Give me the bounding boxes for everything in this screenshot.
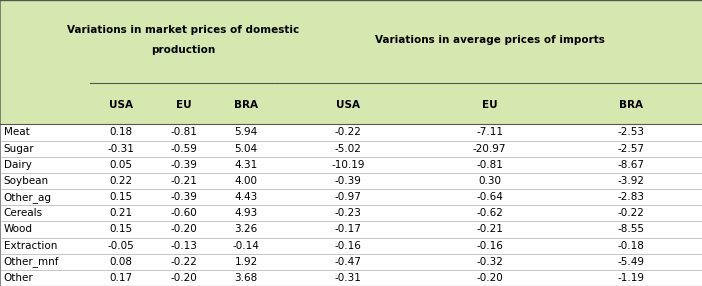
- Text: BRA: BRA: [619, 100, 643, 110]
- Text: production: production: [152, 45, 216, 55]
- Text: 4.93: 4.93: [234, 208, 258, 218]
- Text: 0.05: 0.05: [110, 160, 133, 170]
- Text: EU: EU: [482, 100, 498, 110]
- Text: Meat: Meat: [4, 128, 29, 138]
- Text: 0.17: 0.17: [110, 273, 133, 283]
- Text: -0.13: -0.13: [170, 241, 197, 251]
- Text: 1.92: 1.92: [234, 257, 258, 267]
- Text: 0.18: 0.18: [110, 128, 133, 138]
- Bar: [0, 270, 702, 286]
- Text: 4.00: 4.00: [234, 176, 258, 186]
- Bar: [0, 254, 702, 270]
- Text: -0.22: -0.22: [170, 257, 197, 267]
- Text: -8.67: -8.67: [618, 160, 644, 170]
- Text: 5.04: 5.04: [234, 144, 258, 154]
- Text: USA: USA: [109, 100, 133, 110]
- Text: 4.31: 4.31: [234, 160, 258, 170]
- Text: -0.32: -0.32: [476, 257, 503, 267]
- Text: Other: Other: [4, 273, 33, 283]
- Text: Dairy: Dairy: [4, 160, 32, 170]
- Text: -0.20: -0.20: [476, 273, 503, 283]
- Text: -0.39: -0.39: [170, 192, 197, 202]
- Bar: [0, 157, 702, 173]
- Text: -20.97: -20.97: [473, 144, 506, 154]
- Text: -0.21: -0.21: [476, 225, 503, 235]
- Text: -0.21: -0.21: [170, 176, 197, 186]
- Text: 0.15: 0.15: [110, 225, 133, 235]
- Text: -0.20: -0.20: [170, 273, 197, 283]
- Text: -0.81: -0.81: [170, 128, 197, 138]
- Bar: [0, 205, 702, 221]
- Text: -0.16: -0.16: [335, 241, 362, 251]
- Text: -0.39: -0.39: [170, 160, 197, 170]
- Text: -0.60: -0.60: [170, 208, 197, 218]
- Text: Wood: Wood: [4, 225, 32, 235]
- Text: -0.81: -0.81: [476, 160, 503, 170]
- Text: 3.26: 3.26: [234, 225, 258, 235]
- Text: USA: USA: [336, 100, 360, 110]
- Text: -8.55: -8.55: [618, 225, 644, 235]
- Bar: [0, 124, 702, 141]
- Text: -0.97: -0.97: [335, 192, 362, 202]
- Text: EU: EU: [176, 100, 192, 110]
- Text: -0.39: -0.39: [335, 176, 362, 186]
- Text: -0.22: -0.22: [335, 128, 362, 138]
- Text: -0.23: -0.23: [335, 208, 362, 218]
- Text: -0.14: -0.14: [232, 241, 260, 251]
- Text: Extraction: Extraction: [4, 241, 57, 251]
- Bar: [0, 237, 702, 254]
- Text: -2.53: -2.53: [618, 128, 644, 138]
- Text: -7.11: -7.11: [476, 128, 503, 138]
- Text: BRA: BRA: [234, 100, 258, 110]
- Text: -0.31: -0.31: [107, 144, 135, 154]
- Text: 4.43: 4.43: [234, 192, 258, 202]
- Text: Other_mnf: Other_mnf: [4, 256, 59, 267]
- Text: -0.64: -0.64: [476, 192, 503, 202]
- Text: -0.47: -0.47: [335, 257, 362, 267]
- Bar: [0, 141, 702, 157]
- Text: 0.30: 0.30: [478, 176, 501, 186]
- Text: -5.49: -5.49: [618, 257, 644, 267]
- Text: Other_ag: Other_ag: [4, 192, 51, 202]
- Text: -0.22: -0.22: [618, 208, 644, 218]
- Text: -0.16: -0.16: [476, 241, 503, 251]
- Text: -5.02: -5.02: [335, 144, 362, 154]
- Text: -0.31: -0.31: [335, 273, 362, 283]
- Text: -0.05: -0.05: [107, 241, 135, 251]
- Bar: [0, 86, 702, 124]
- Bar: [0, 0, 702, 86]
- Bar: [0, 189, 702, 205]
- Text: 3.68: 3.68: [234, 273, 258, 283]
- Text: 0.21: 0.21: [110, 208, 133, 218]
- Text: Variations in market prices of domestic: Variations in market prices of domestic: [67, 25, 300, 35]
- Text: 5.94: 5.94: [234, 128, 258, 138]
- Text: -1.19: -1.19: [618, 273, 644, 283]
- Bar: [0, 173, 702, 189]
- Text: -0.18: -0.18: [618, 241, 644, 251]
- Text: -0.17: -0.17: [335, 225, 362, 235]
- Text: Sugar: Sugar: [4, 144, 34, 154]
- Text: -0.20: -0.20: [170, 225, 197, 235]
- Text: 0.08: 0.08: [110, 257, 133, 267]
- Text: -10.19: -10.19: [331, 160, 365, 170]
- Bar: [0, 221, 702, 237]
- Text: 0.15: 0.15: [110, 192, 133, 202]
- Text: -2.57: -2.57: [618, 144, 644, 154]
- Text: -0.59: -0.59: [170, 144, 197, 154]
- Text: Soybean: Soybean: [4, 176, 48, 186]
- Text: -3.92: -3.92: [618, 176, 644, 186]
- Text: -0.62: -0.62: [476, 208, 503, 218]
- Text: Cereals: Cereals: [4, 208, 43, 218]
- Text: 0.22: 0.22: [110, 176, 133, 186]
- Text: -2.83: -2.83: [618, 192, 644, 202]
- Text: Variations in average prices of imports: Variations in average prices of imports: [375, 35, 604, 45]
